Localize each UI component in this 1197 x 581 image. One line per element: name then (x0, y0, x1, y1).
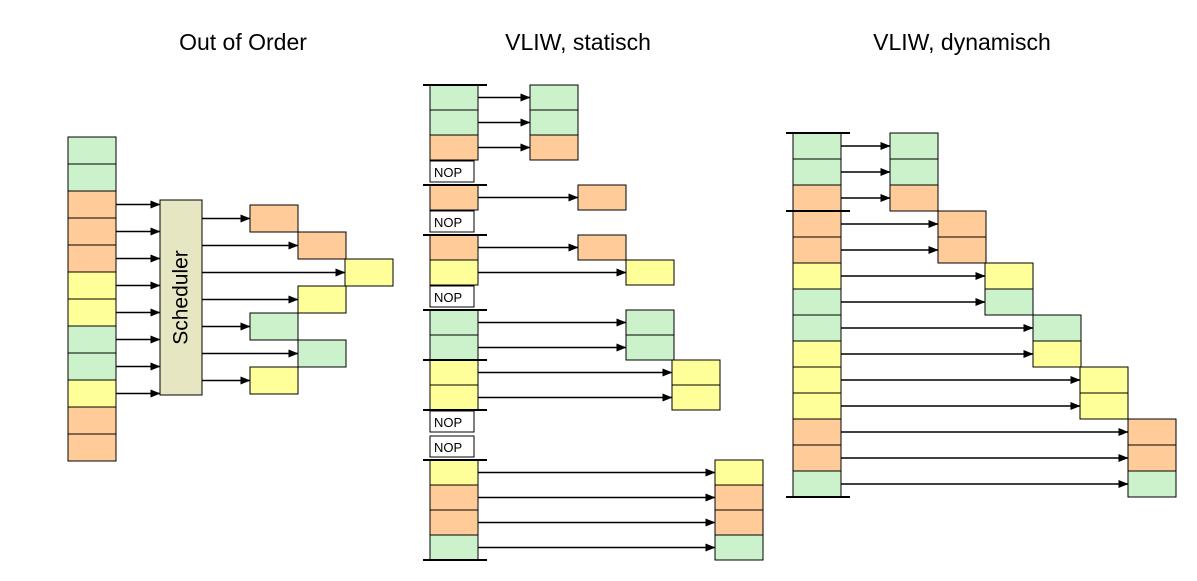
instruction-box (792, 158, 842, 186)
instruction-box (792, 418, 842, 446)
instruction-box (67, 352, 117, 381)
instruction-box (792, 366, 842, 394)
issue-slot-box (577, 184, 627, 211)
issue-slot-box (297, 231, 347, 260)
instruction-box (792, 236, 842, 264)
issue-slot-box (1032, 340, 1082, 368)
instruction-box (792, 340, 842, 368)
nop-label: NOP (434, 415, 462, 430)
instruction-box (429, 534, 479, 561)
instruction-box (792, 392, 842, 420)
instruction-box (67, 325, 117, 354)
instruction-box (67, 136, 117, 165)
instruction-box (67, 163, 117, 192)
issue-slot-box (344, 258, 394, 287)
issue-slot-box (889, 132, 939, 160)
issue-slot-box (714, 509, 764, 536)
instruction-box (792, 314, 842, 342)
issue-slot-box (937, 236, 987, 264)
issue-slot-box (671, 359, 721, 386)
instruction-box (792, 288, 842, 316)
scheduler-label: Scheduler (170, 250, 193, 345)
issue-slot-box (1079, 366, 1129, 394)
nop-box (429, 160, 475, 183)
instruction-box (792, 444, 842, 472)
instruction-box (429, 184, 479, 211)
instruction-box (429, 109, 479, 136)
issue-slot-box (1127, 470, 1177, 498)
nop-box (429, 285, 475, 308)
issue-slot-box (1032, 314, 1082, 342)
instruction-box (67, 298, 117, 327)
instruction-box (67, 271, 117, 300)
issue-slot-box (297, 285, 347, 314)
issue-slot-box (1079, 392, 1129, 420)
issue-slot-box (249, 312, 299, 341)
issue-slot-box (671, 384, 721, 411)
instruction-box (429, 309, 479, 336)
instruction-box (429, 384, 479, 411)
issue-slot-box (889, 184, 939, 212)
issue-slot-box (529, 109, 579, 136)
instruction-box (429, 334, 479, 361)
panel-title: Out of Order (179, 29, 307, 55)
issue-slot-box (714, 484, 764, 511)
issue-slot-box (529, 134, 579, 161)
instruction-box (792, 210, 842, 238)
issue-slot-box (625, 259, 675, 286)
issue-slot-box (249, 366, 299, 395)
instruction-box (429, 234, 479, 261)
panel-2-vliw: VLIW, dynamisch (786, 29, 1177, 498)
instruction-box (792, 262, 842, 290)
issue-slot-box (625, 334, 675, 361)
instruction-box (429, 509, 479, 536)
issue-slot-box (984, 288, 1034, 316)
panel-title: VLIW, statisch (505, 29, 651, 55)
instruction-box (429, 84, 479, 111)
instruction-box (67, 406, 117, 435)
instruction-box (792, 132, 842, 160)
instruction-box (67, 433, 117, 462)
issue-slot-box (984, 262, 1034, 290)
issue-slot-box (937, 210, 987, 238)
issue-slot-box (1127, 444, 1177, 472)
nop-label: NOP (434, 440, 462, 455)
panel-1-vliw: VLIW, statisch NOP NOP NOP NOP NOP (423, 29, 764, 561)
instruction-box (429, 459, 479, 486)
issue-slot-box (625, 309, 675, 336)
issue-slot-box (529, 84, 579, 111)
panel-title: VLIW, dynamisch (873, 29, 1051, 55)
panel-0-out_of_order: Out of Order Scheduler (67, 29, 394, 462)
issue-slot-box (889, 158, 939, 186)
issue-slot-box (714, 459, 764, 486)
instruction-box (67, 190, 117, 219)
issue-slot-box (1127, 418, 1177, 446)
nop-label: NOP (434, 290, 462, 305)
nop-label: NOP (434, 215, 462, 230)
nop-box (429, 435, 475, 458)
instruction-box (429, 359, 479, 386)
instruction-box (67, 379, 117, 408)
nop-label: NOP (434, 165, 462, 180)
instruction-box (792, 470, 842, 498)
instruction-box (429, 134, 479, 161)
issue-slot-box (249, 204, 299, 233)
scheduler-box (159, 199, 203, 396)
issue-slot-box (297, 339, 347, 368)
instruction-box (792, 184, 842, 212)
issue-slot-box (577, 234, 627, 261)
instruction-box (429, 484, 479, 511)
issue-slot-box (714, 534, 764, 561)
instruction-box (429, 259, 479, 286)
nop-box (429, 210, 475, 233)
instruction-box (67, 244, 117, 273)
instruction-box (67, 217, 117, 246)
